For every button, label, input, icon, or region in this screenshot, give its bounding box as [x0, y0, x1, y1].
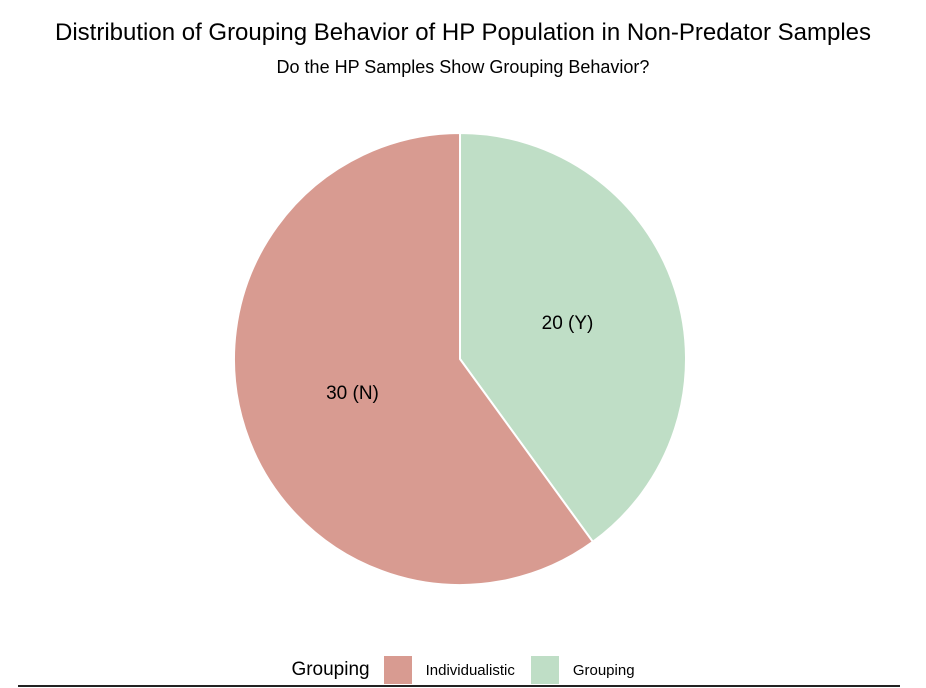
pie-labels: 20 (Y) 30 (N): [326, 313, 593, 404]
bottom-rule: [18, 685, 900, 687]
pie-chart: 20 (Y) 30 (N): [233, 131, 687, 586]
legend-swatch-individualistic: [383, 656, 412, 684]
legend-item-grouping: Grouping: [530, 656, 635, 684]
chart-title: Distribution of Grouping Behavior of HP …: [55, 19, 871, 46]
legend-label-grouping: Grouping: [572, 661, 635, 679]
legend: Grouping Individualistic Grouping: [0, 654, 926, 686]
legend-label-individualistic: Individualistic: [425, 661, 515, 679]
pie-slice-grouping: [459, 131, 687, 544]
chart-subtitle: Do the HP Samples Show Grouping Behavior…: [276, 57, 650, 77]
pie-label-grouping: 20 (Y): [542, 313, 594, 334]
legend-swatch-grouping: [530, 656, 559, 684]
pie-slices: [233, 131, 687, 586]
legend-item-individualistic: Individualistic: [383, 656, 515, 684]
pie-label-individualistic: 30 (N): [326, 383, 379, 404]
legend-title: Grouping: [291, 659, 370, 680]
pie-slice-individualistic: [233, 131, 595, 586]
